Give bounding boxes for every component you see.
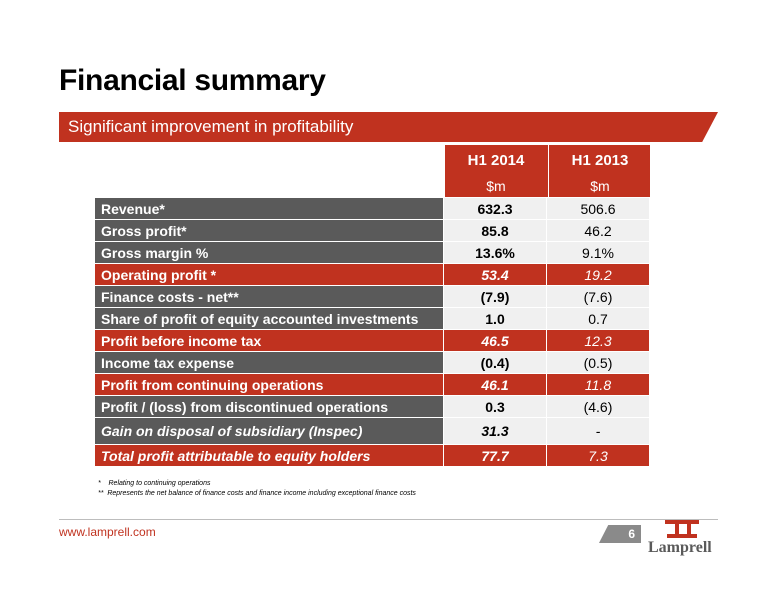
row-label: Profit from continuing operations [94, 373, 444, 396]
column-unit: $m [590, 178, 610, 194]
value-h1-2013: (7.6) [546, 285, 650, 308]
value-h1-2013: 7.3 [546, 444, 650, 467]
table-row: Gain on disposal of subsidiary (Inspec) … [94, 417, 650, 445]
table-row: Gross profit* 85.8 46.2 [94, 219, 650, 242]
subtitle-banner: Significant improvement in profitability [59, 112, 718, 142]
value-h1-2014: 0.3 [443, 395, 547, 418]
page-number: 6 [628, 527, 635, 541]
column-h1-2013: H1 2013 $m [548, 145, 651, 198]
column-unit: $m [486, 178, 506, 194]
company-logo-text: Lamprell [648, 539, 712, 556]
page-number-tab: 6 [599, 525, 641, 543]
row-label: Total profit attributable to equity hold… [94, 444, 444, 467]
value-h1-2014: (0.4) [443, 351, 547, 374]
column-year: H1 2014 [467, 152, 525, 169]
row-label: Income tax expense [94, 351, 444, 374]
value-h1-2014: 53.4 [443, 263, 547, 286]
table-row: Revenue* 632.3 506.6 [94, 197, 650, 220]
value-h1-2013: - [546, 417, 650, 445]
value-h1-2013: (4.6) [546, 395, 650, 418]
row-label: Finance costs - net** [94, 285, 444, 308]
row-label: Profit / (loss) from discontinued operat… [94, 395, 444, 418]
row-label: Profit before income tax [94, 329, 444, 352]
footer-divider [59, 519, 718, 520]
column-header: H1 2014 $m H1 2013 $m [445, 145, 650, 198]
value-h1-2013: 46.2 [546, 219, 650, 242]
table-row: Profit / (loss) from discontinued operat… [94, 395, 650, 418]
value-h1-2013: 9.1% [546, 241, 650, 264]
table-row: Gross margin % 13.6% 9.1% [94, 241, 650, 264]
row-label: Revenue* [94, 197, 444, 220]
page-title: Financial summary [59, 64, 326, 97]
lamprell-logo-icon [665, 520, 699, 538]
value-h1-2013: 12.3 [546, 329, 650, 352]
value-h1-2013: (0.5) [546, 351, 650, 374]
row-label: Gain on disposal of subsidiary (Inspec) [94, 417, 444, 445]
value-h1-2013: 506.6 [546, 197, 650, 220]
value-h1-2013: 11.8 [546, 373, 650, 396]
row-label: Operating profit * [94, 263, 444, 286]
table-row-highlight: Profit before income tax 46.5 12.3 [94, 329, 650, 352]
value-h1-2014: 46.5 [443, 329, 547, 352]
value-h1-2014: 46.1 [443, 373, 547, 396]
footnote: ** Represents the net balance of finance… [98, 490, 416, 497]
value-h1-2013: 0.7 [546, 307, 650, 330]
row-label: Gross margin % [94, 241, 444, 264]
column-year: H1 2013 [571, 152, 629, 169]
value-h1-2014: 77.7 [443, 444, 547, 467]
table-row: Income tax expense (0.4) (0.5) [94, 351, 650, 374]
footnotes: * Relating to continuing operations ** R… [98, 479, 416, 499]
value-h1-2014: (7.9) [443, 285, 547, 308]
table-row-highlight: Operating profit * 53.4 19.2 [94, 263, 650, 286]
table-row-highlight: Profit from continuing operations 46.1 1… [94, 373, 650, 396]
value-h1-2014: 31.3 [443, 417, 547, 445]
table-row-total: Total profit attributable to equity hold… [94, 444, 650, 467]
value-h1-2014: 85.8 [443, 219, 547, 242]
value-h1-2014: 632.3 [443, 197, 547, 220]
banner-text: Significant improvement in profitability [68, 117, 354, 136]
value-h1-2014: 13.6% [443, 241, 547, 264]
website-link[interactable]: www.lamprell.com [59, 525, 156, 539]
value-h1-2013: 19.2 [546, 263, 650, 286]
footnote: * Relating to continuing operations [98, 480, 211, 487]
table-row: Finance costs - net** (7.9) (7.6) [94, 285, 650, 308]
row-label: Gross profit* [94, 219, 444, 242]
column-h1-2014: H1 2014 $m [445, 145, 547, 198]
row-label: Share of profit of equity accounted inve… [94, 307, 444, 330]
table-row: Share of profit of equity accounted inve… [94, 307, 650, 330]
financial-table: Revenue* 632.3 506.6 Gross profit* 85.8 … [94, 197, 650, 467]
value-h1-2014: 1.0 [443, 307, 547, 330]
